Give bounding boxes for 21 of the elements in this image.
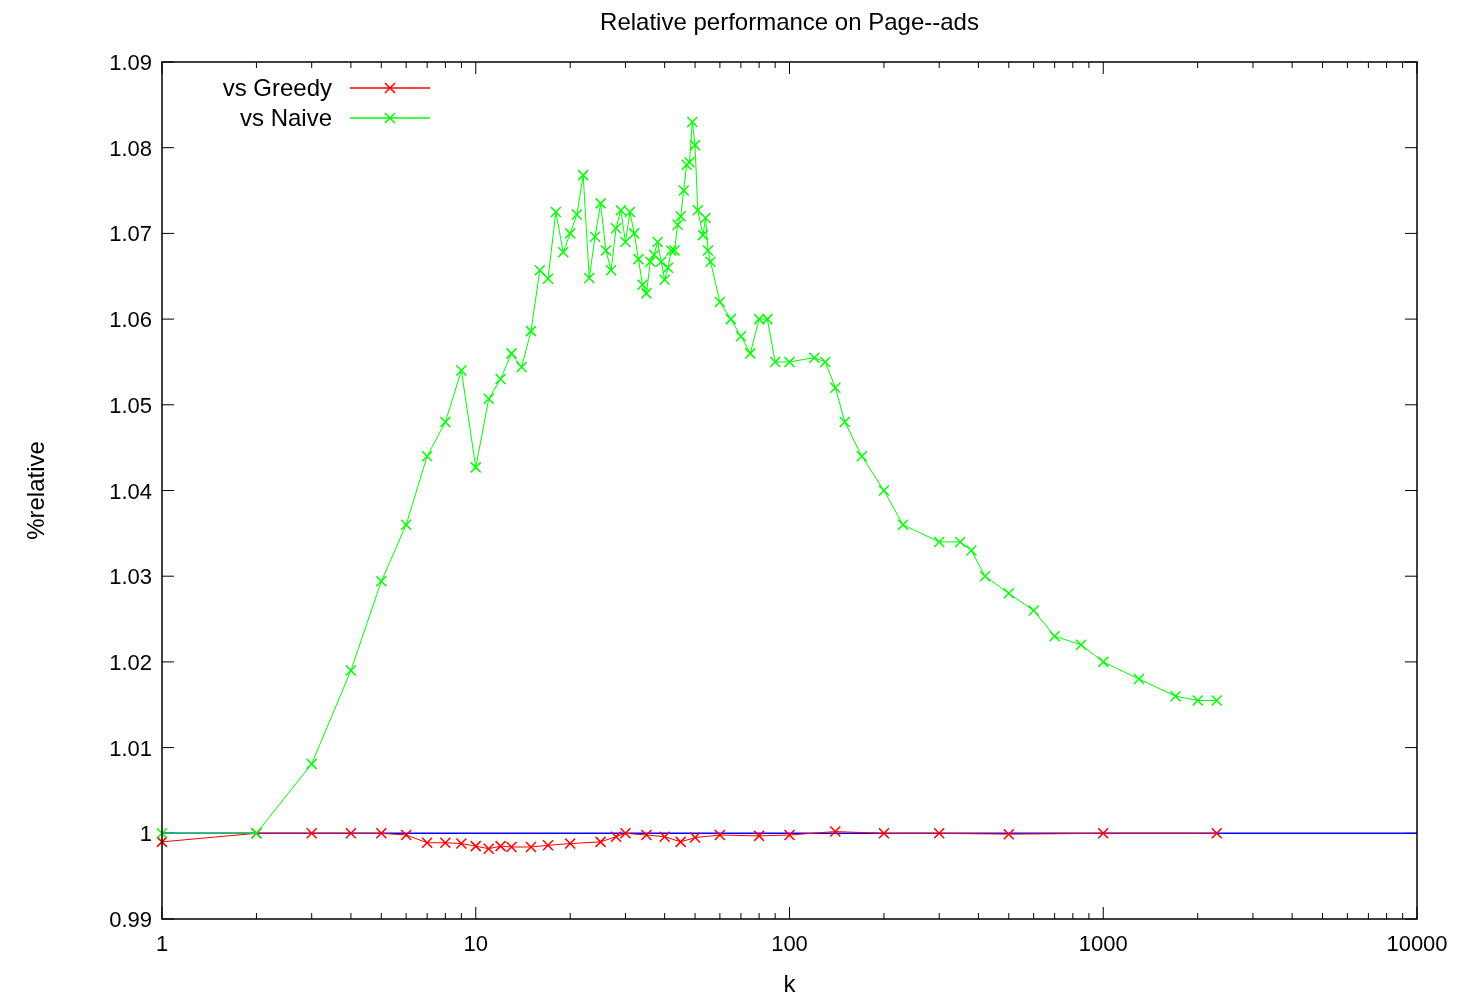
y-tick-label: 1.08 [109,135,152,161]
y-tick-label: 1.02 [109,649,152,675]
x-tick-label: 10000 [1386,931,1448,956]
chart-title: Relative performance on Page--ads [600,8,979,35]
x-tick-label: 100 [771,931,808,956]
y-tick-label: 1 [139,821,152,847]
legend-label: vs Naive [239,104,332,131]
x-tick-label: 1 [155,931,169,956]
y-tick-label: 1.04 [109,478,152,504]
y-tick-label: 0.99 [109,907,152,932]
x-axis-title: k [783,970,797,997]
y-tick-label: 1.01 [109,735,152,761]
y-tick-label: 1.06 [109,307,152,333]
y-tick-label: 1.05 [109,392,152,418]
y-tick-label: 1.07 [109,221,152,247]
y-tick-label: 1.03 [109,564,152,590]
legend-label: vs Greedy [222,74,332,101]
x-tick-label: 1000 [1078,931,1128,956]
y-axis-title: %relative [22,441,49,540]
y-tick-label: 1.09 [109,50,152,75]
x-tick-label: 10 [463,931,488,956]
